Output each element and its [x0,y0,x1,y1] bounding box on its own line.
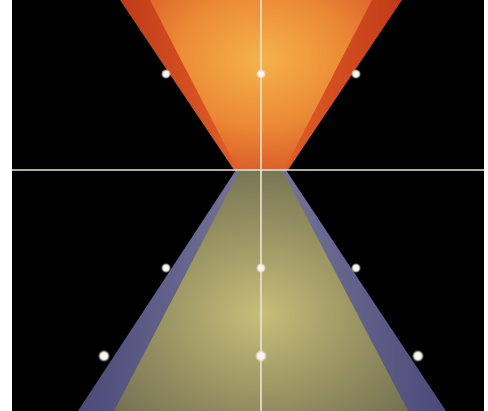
event-point [161,263,171,273]
event-point [161,69,171,79]
event-point [256,263,266,273]
event-point [255,350,267,362]
event-point [256,69,266,79]
event-point [351,263,361,273]
event-point [98,350,110,362]
event-points [98,69,424,362]
event-point [351,69,361,79]
event-point [412,350,424,362]
